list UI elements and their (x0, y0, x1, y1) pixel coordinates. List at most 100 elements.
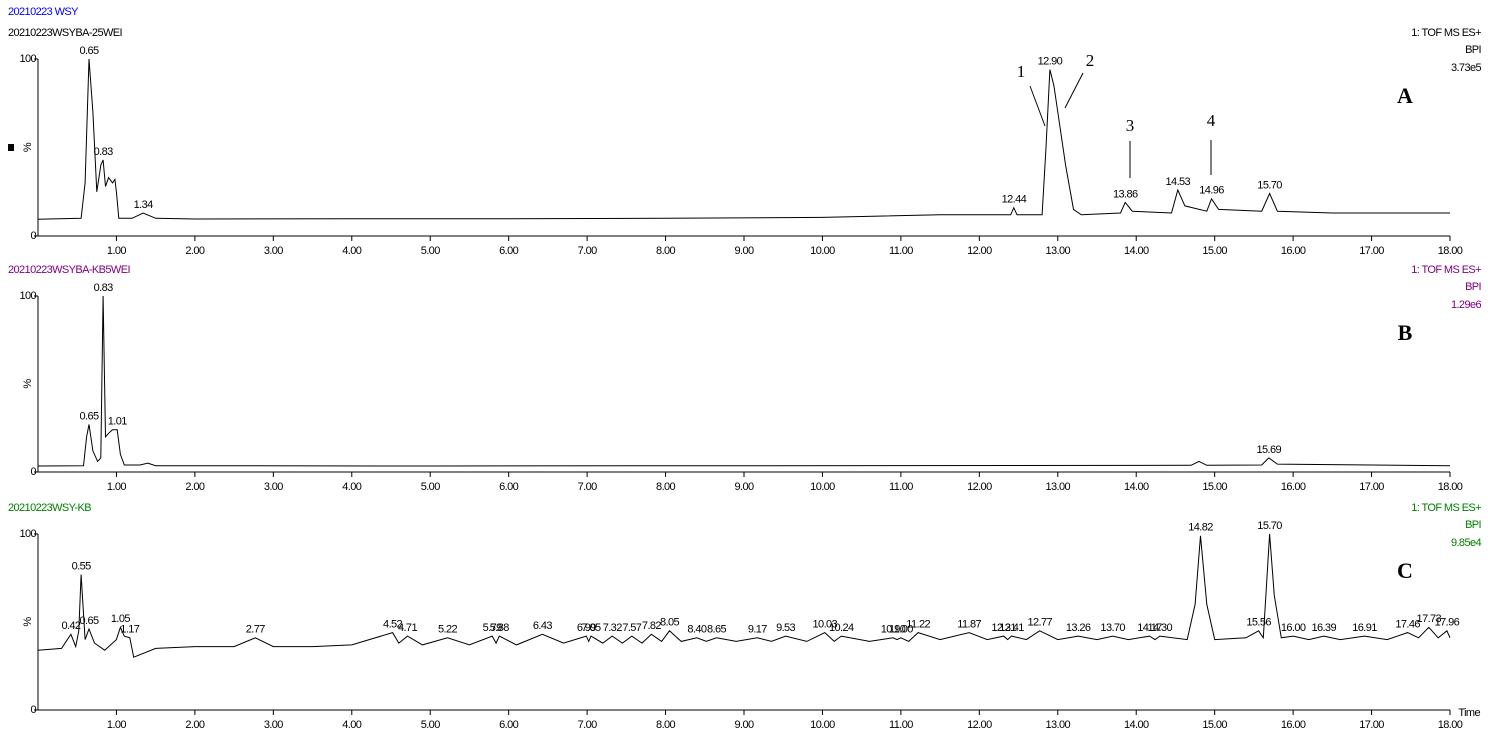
x-tick-label: 4.00 (342, 245, 361, 257)
peak-label: 1.01 (108, 416, 127, 428)
x-tick-label: 14.00 (1124, 245, 1149, 257)
x-tick-label: 2.00 (185, 481, 204, 493)
peak-label: 15.56 (1246, 617, 1271, 629)
x-tick-label: 8.00 (656, 481, 675, 493)
peak-label: 6.99 (577, 622, 596, 634)
x-axis-label: Time (1458, 707, 1480, 719)
sample-name: 20210223WSY-KB (8, 502, 91, 514)
peak-label: 0.65 (79, 45, 98, 57)
x-tick-label: 15.00 (1202, 719, 1227, 731)
chart-title: 20210223 WSY (8, 6, 79, 18)
panel-letter: A (1397, 83, 1413, 108)
x-tick-label: 12.00 (967, 481, 992, 493)
x-tick-label: 11.00 (889, 245, 913, 257)
sample-name: 20210223WSYBA-KB5WEI (8, 264, 130, 276)
x-tick-label: 2.00 (185, 245, 204, 257)
y-tick-label: 0 (30, 230, 36, 242)
x-tick-label: 3.00 (264, 481, 283, 493)
scan-mode: 1: TOF MS ES+ (1411, 264, 1481, 276)
x-tick-label: 5.00 (421, 481, 440, 493)
intensity: 1.29e6 (1451, 299, 1482, 311)
y-axis-label: % (22, 617, 34, 627)
x-tick-label: 6.00 (499, 481, 518, 493)
peak-label: 17.96 (1435, 617, 1460, 629)
peak-label: 9.17 (748, 624, 767, 636)
peak-label: 10.90 (881, 624, 906, 636)
peak-label: 7.32 (603, 622, 622, 634)
peak-label: 13.70 (1100, 622, 1125, 634)
peak-label: 10.03 (813, 618, 838, 630)
peak-label: 8.65 (707, 624, 726, 636)
x-tick-label: 7.00 (578, 245, 597, 257)
sample-name: 20210223WSYBA-25WEI (8, 27, 122, 39)
peak-label: 4.71 (398, 622, 417, 634)
peak-label: 11.87 (957, 618, 981, 630)
peak-label: 17.73 (1417, 613, 1442, 625)
x-tick-label: 1.00 (107, 481, 126, 493)
x-tick-label: 9.00 (734, 245, 753, 257)
peak-label: 14.82 (1188, 522, 1213, 534)
x-tick-label: 10.00 (810, 245, 835, 257)
x-tick-label: 13.00 (1046, 719, 1071, 731)
peak-label: 12.31 (991, 622, 1016, 634)
peak-label: 12.41 (999, 622, 1024, 634)
peak-label: 12.44 (1002, 194, 1027, 206)
y-tick-label: 100 (19, 53, 36, 65)
x-tick-label: 1.00 (107, 719, 126, 731)
peak-label: 1.34 (134, 199, 153, 211)
peak-label: 7.05 (582, 622, 601, 634)
peak-label: 5.79 (483, 622, 502, 634)
x-tick-label: 7.00 (578, 481, 597, 493)
peak-label: 12.77 (1027, 617, 1052, 629)
x-tick-label: 11.00 (889, 719, 913, 731)
peak-label: 9.53 (776, 622, 795, 634)
annotation: 2 (1086, 51, 1095, 70)
peak-label: 0.55 (72, 560, 91, 572)
trace (37, 58, 1450, 220)
peak-label: 14.96 (1199, 185, 1224, 197)
x-tick-label: 18.00 (1438, 481, 1463, 493)
panel-letter: C (1397, 558, 1413, 583)
x-tick-label: 2.00 (185, 719, 204, 731)
x-tick-label: 11.00 (889, 481, 913, 493)
x-tick-label: 6.00 (499, 719, 518, 731)
x-tick-label: 15.00 (1202, 245, 1227, 257)
peak-label: 7.82 (642, 620, 661, 632)
y-tick-label: 0 (30, 704, 36, 716)
x-tick-label: 12.00 (967, 245, 992, 257)
peak-label: 13.26 (1066, 622, 1091, 634)
x-tick-label: 18.00 (1438, 245, 1463, 257)
annotation-line (1064, 72, 1084, 109)
peak-label: 8.40 (687, 624, 706, 636)
x-tick-label: 6.00 (499, 245, 518, 257)
peak-label: 10.24 (829, 622, 854, 634)
y-axis-label: % (22, 379, 34, 389)
panel-letter: B (1398, 320, 1413, 345)
annotation: 4 (1207, 111, 1216, 130)
x-tick-label: 4.00 (342, 481, 361, 493)
annotation: 1 (1017, 62, 1026, 81)
peak-label: 4.52 (383, 618, 402, 630)
peak-label: 0.65 (79, 615, 98, 627)
x-tick-label: 14.00 (1124, 481, 1149, 493)
intensity: 3.73e5 (1451, 62, 1482, 74)
x-tick-label: 7.00 (578, 719, 597, 731)
peak-label: 17.46 (1395, 618, 1420, 630)
peak-label: 11.00 (889, 624, 913, 636)
peak-label: 0.83 (94, 146, 113, 158)
peak-label: 14.17 (1137, 622, 1162, 634)
peak-label: 11.22 (906, 618, 930, 630)
peak-label: 8.05 (660, 617, 679, 629)
peak-label: 1.17 (120, 624, 139, 636)
x-tick-label: 16.00 (1281, 481, 1306, 493)
y-tick-label: 0 (30, 466, 36, 478)
x-tick-label: 16.00 (1281, 719, 1306, 731)
marker (8, 144, 14, 151)
peak-label: 15.70 (1257, 520, 1282, 532)
x-tick-label: 13.00 (1046, 245, 1071, 257)
x-tick-label: 3.00 (264, 245, 283, 257)
intensity: 9.85e4 (1451, 537, 1482, 549)
x-tick-label: 13.00 (1046, 481, 1071, 493)
peak-label: 5.22 (438, 624, 457, 636)
